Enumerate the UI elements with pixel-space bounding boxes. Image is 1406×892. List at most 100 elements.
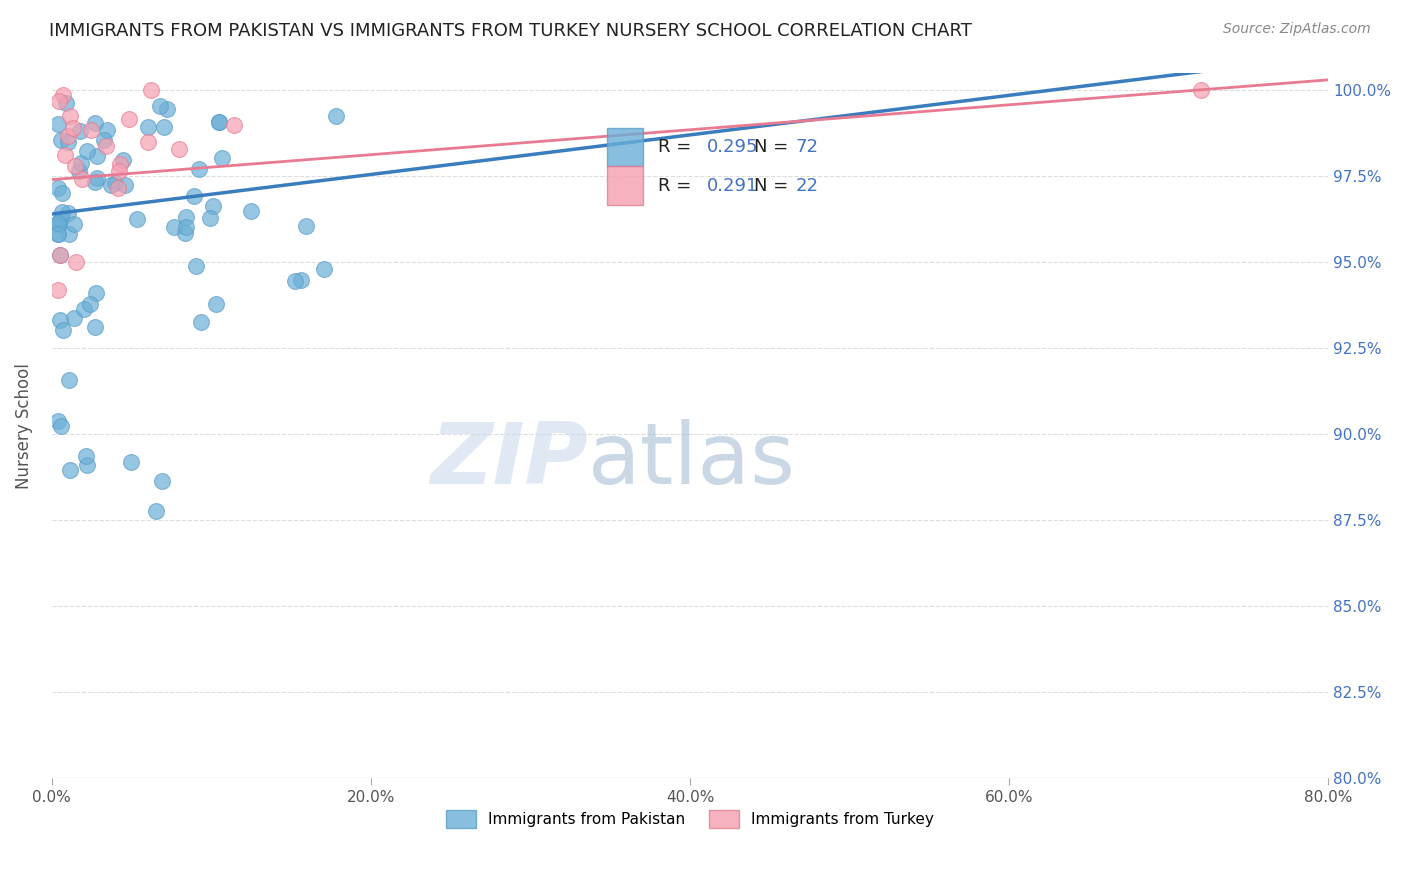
Point	[51, 204, 73, 219]
Point	[75, 449, 97, 463]
Text: R =: R =	[658, 138, 697, 156]
Point	[52, 88, 75, 103]
Point	[51, 133, 73, 147]
Point	[73, 301, 96, 316]
Point	[72, 171, 94, 186]
Point	[48, 217, 70, 231]
Point	[204, 296, 226, 310]
Point	[240, 204, 263, 219]
Point	[49, 248, 72, 262]
Point	[49, 419, 72, 434]
Point	[76, 458, 98, 472]
Point	[59, 109, 82, 123]
Point	[148, 98, 170, 112]
Point	[63, 310, 86, 325]
Point	[48, 94, 70, 108]
Point	[46, 117, 69, 131]
Point	[46, 227, 69, 241]
Point	[190, 315, 212, 329]
Text: ZIP: ZIP	[430, 419, 588, 502]
Point	[53, 148, 76, 162]
Point	[83, 319, 105, 334]
Point	[94, 138, 117, 153]
Text: 0.291: 0.291	[707, 177, 758, 194]
Point	[112, 153, 135, 167]
Point	[295, 219, 318, 233]
FancyBboxPatch shape	[607, 167, 643, 205]
Point	[65, 255, 87, 269]
Point	[325, 109, 347, 123]
Point	[52, 323, 75, 337]
Point	[79, 297, 101, 311]
Point	[84, 116, 107, 130]
Point	[290, 272, 312, 286]
Point	[46, 216, 69, 230]
Point	[76, 144, 98, 158]
Point	[156, 102, 179, 116]
Point	[163, 220, 186, 235]
Point	[211, 151, 233, 165]
Point	[139, 83, 162, 97]
Point	[153, 120, 176, 135]
Point	[120, 455, 142, 469]
Point	[114, 178, 136, 192]
Point	[59, 463, 82, 477]
Point	[46, 181, 69, 195]
Point	[58, 373, 80, 387]
Point	[49, 313, 72, 327]
Text: Source: ZipAtlas.com: Source: ZipAtlas.com	[1223, 22, 1371, 37]
Point	[93, 133, 115, 147]
Point	[84, 285, 107, 300]
Text: N =: N =	[754, 138, 794, 156]
Point	[174, 210, 197, 224]
Legend: Immigrants from Pakistan, Immigrants from Turkey: Immigrants from Pakistan, Immigrants fro…	[440, 805, 941, 834]
Point	[63, 159, 86, 173]
Point	[70, 156, 93, 170]
Point	[169, 142, 191, 156]
Point	[107, 164, 129, 178]
Point	[107, 181, 129, 195]
Point	[145, 503, 167, 517]
Point	[55, 95, 77, 110]
Point	[58, 135, 80, 149]
Point	[86, 149, 108, 163]
Text: atlas: atlas	[588, 419, 796, 502]
Point	[51, 212, 73, 227]
Point	[117, 112, 139, 126]
Point	[136, 135, 159, 149]
Point	[58, 206, 80, 220]
Point	[100, 178, 122, 192]
Point	[62, 217, 84, 231]
Point	[46, 283, 69, 297]
Point	[183, 189, 205, 203]
Point	[84, 175, 107, 189]
Text: 22: 22	[796, 177, 818, 194]
Point	[202, 198, 225, 212]
FancyBboxPatch shape	[607, 128, 643, 167]
Point	[96, 122, 118, 136]
Point	[284, 274, 307, 288]
Point	[150, 474, 173, 488]
Point	[208, 114, 231, 128]
Point	[56, 128, 79, 143]
Point	[86, 171, 108, 186]
Point	[46, 217, 69, 231]
Text: R =: R =	[658, 177, 697, 194]
Point	[62, 121, 84, 136]
Point	[224, 119, 246, 133]
Point	[174, 220, 197, 235]
Point	[208, 114, 231, 128]
Point	[46, 414, 69, 428]
Text: IMMIGRANTS FROM PAKISTAN VS IMMIGRANTS FROM TURKEY NURSERY SCHOOL CORRELATION CH: IMMIGRANTS FROM PAKISTAN VS IMMIGRANTS F…	[49, 22, 972, 40]
Y-axis label: Nursery School: Nursery School	[15, 363, 32, 489]
Point	[69, 123, 91, 137]
Point	[108, 157, 131, 171]
Text: 72: 72	[796, 138, 818, 156]
Point	[51, 186, 73, 201]
Point	[198, 211, 221, 225]
Point	[104, 176, 127, 190]
Point	[136, 120, 159, 135]
Point	[67, 164, 90, 178]
Point	[48, 248, 70, 262]
Point	[79, 122, 101, 136]
